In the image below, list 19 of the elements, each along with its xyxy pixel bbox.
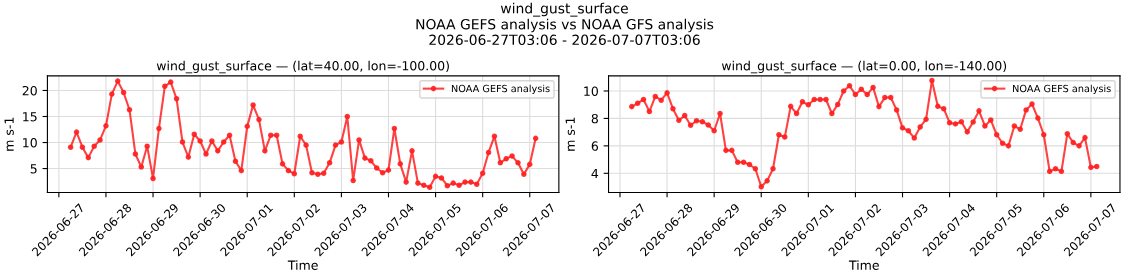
text: 2026-06-27T03:06 - 2026-07-07T03:06: [429, 34, 700, 46]
legend-label: NOAA GEFS analysis: [451, 84, 550, 95]
y-tick-label: 10: [23, 138, 37, 148]
y-tick-label: 20: [22, 85, 37, 96]
text: wind_gust_surface: [500, 2, 628, 17]
chart-title: wind_gust_surface — (lat=0.00, lon=-140.00): [721, 60, 1007, 74]
chart-title: wind_gust_surface — (lat=40.00, lon=-100.00): [156, 60, 449, 74]
y-tick-label: 15: [23, 112, 37, 122]
y-axis-title: m s-1: [565, 117, 575, 151]
y-tick-label: 4: [591, 168, 599, 179]
y-tick-label: 5: [30, 164, 37, 174]
text: NOAA GEFS analysis vs NOAA GFS analysis: [416, 18, 714, 33]
y-axis-title: m s-1: [4, 117, 14, 151]
y-tick-label: 8: [591, 113, 598, 124]
x-axis-title: Time: [287, 260, 318, 270]
legend-label: NOAA GEFS analysis: [1013, 84, 1111, 95]
y-tick-label: 10: [584, 86, 598, 96]
y-tick-label: 6: [591, 141, 599, 151]
x-axis-title: Time: [848, 260, 879, 270]
